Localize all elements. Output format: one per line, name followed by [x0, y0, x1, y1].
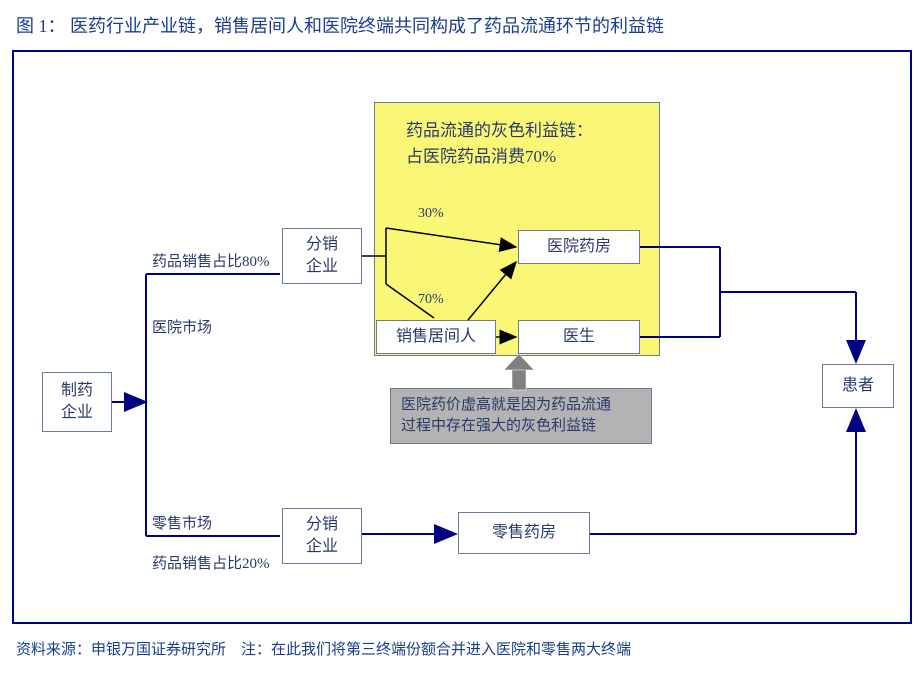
gray-chain-title: 药品流通的灰色利益链： 占医院药品消费70% — [406, 118, 593, 169]
figure-title: 图 1： 医药行业产业链，销售居间人和医院终端共同构成了药品流通环节的利益链 — [16, 12, 908, 38]
caption-source: 资料来源：申银万国证券研究所 — [16, 642, 226, 658]
node-distributor-bottom: 分销 企业 — [282, 508, 362, 564]
figure-caption: 资料来源：申银万国证券研究所 注：在此我们将第三终端份额合并进入医院和零售两大终… — [16, 638, 908, 659]
label-share-hospital: 药品销售占比80% — [152, 250, 270, 271]
node-maker: 制药 企业 — [42, 372, 112, 432]
label-30pct: 30% — [418, 206, 444, 222]
label-hospital-market: 医院市场 — [152, 316, 212, 337]
label-70pct: 70% — [418, 292, 444, 308]
figure-title-text: 医药行业产业链，销售居间人和医院终端共同构成了药品流通环节的利益链 — [70, 16, 664, 36]
node-hospital-pharmacy: 医院药房 — [518, 230, 640, 264]
caption-note: 注：在此我们将第三终端份额合并进入医院和零售两大终端 — [241, 642, 631, 658]
node-middleman: 销售居间人 — [376, 320, 496, 354]
node-doctor: 医生 — [518, 320, 640, 354]
flowchart: 药品流通的灰色利益链： 占医院药品消费70% 制药 企业 分销 企业 医院药房 … — [12, 50, 912, 624]
node-retail-pharmacy: 零售药房 — [458, 512, 590, 554]
node-patient: 患者 — [822, 364, 894, 408]
node-distributor-top: 分销 企业 — [282, 228, 362, 284]
label-share-retail: 药品销售占比20% — [152, 552, 270, 573]
figure-number: 图 1： — [16, 16, 66, 36]
label-retail-market: 零售市场 — [152, 512, 212, 533]
gray-chain-note: 医院药价虚高就是因为药品流通 过程中存在强大的灰色利益链 — [390, 388, 652, 444]
thick-arrow-icon — [504, 354, 534, 390]
